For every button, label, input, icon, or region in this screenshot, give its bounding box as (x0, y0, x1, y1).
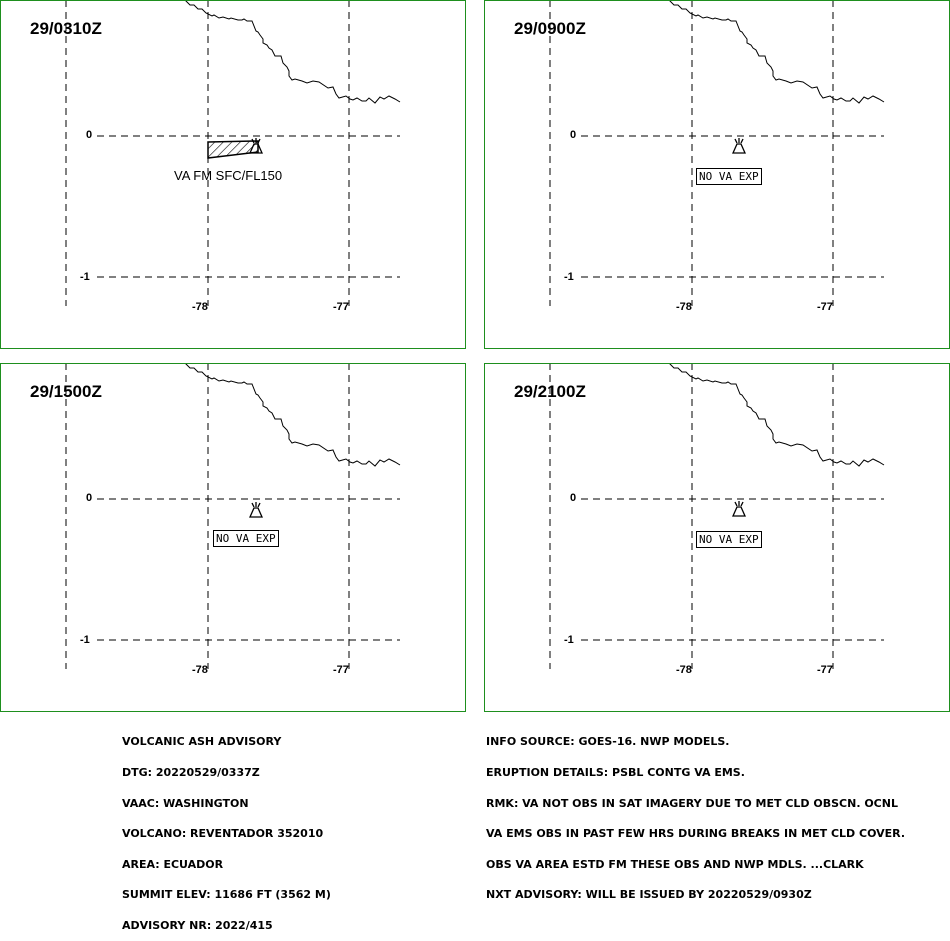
map-panel-3 (65, 363, 401, 669)
lon-label-77: -77 (817, 664, 833, 676)
lat-label-minus1: -1 (80, 634, 90, 646)
ash-cloud-label: VA FM SFC/FL150 (174, 168, 283, 183)
lat-label-minus1: -1 (80, 271, 90, 283)
panel-time-label: 29/2100Z (514, 382, 586, 401)
lon-label-77: -77 (333, 664, 349, 676)
coastline (668, 0, 885, 104)
forecast-panel-4: 29/2100Z 0 -1 -78 -77 NO VA EXP (484, 363, 950, 712)
advisory-line: AREA: ECUADOR (122, 857, 224, 871)
lat-label-minus1: -1 (564, 634, 574, 646)
ash-cloud-area (207, 140, 259, 159)
panel-time-label: 29/0310Z (30, 19, 102, 38)
lon-label-78: -78 (192, 301, 208, 313)
advisory-line: VOLCANIC ASH ADVISORY (122, 735, 282, 749)
map-panel-4 (549, 363, 885, 669)
lat-label-0: 0 (570, 492, 577, 504)
forecast-panel-3: 29/1500Z 0 -1 -78 -77 NO VA EXP (0, 363, 466, 712)
lon-label-78: -78 (192, 664, 208, 676)
lat-label-0: 0 (86, 492, 93, 504)
forecast-panel-1: 29/0310Z 0 -1 -78 -77 VA FM SFC/FL150 (0, 0, 466, 349)
no-va-expected-box: NO VA EXP (213, 530, 279, 547)
advisory-line: ERUPTION DETAILS: PSBL CONTG VA EMS. (486, 766, 745, 779)
coastline (184, 0, 401, 104)
panel-time-label: 29/0900Z (514, 19, 586, 38)
lat-label-minus1: -1 (564, 271, 574, 283)
coastline (184, 363, 401, 467)
advisory-line: INFO SOURCE: GOES-16. NWP MODELS. (486, 735, 730, 749)
lat-label-0: 0 (86, 129, 93, 141)
advisory-line: SUMMIT ELEV: 11686 FT (3562 M) (122, 888, 331, 902)
advisory-line: VOLCANO: REVENTADOR 352010 (122, 827, 324, 841)
lon-label-78: -78 (676, 301, 692, 313)
advisory-line: RMK: VA NOT OBS IN SAT IMAGERY DUE TO ME… (486, 796, 898, 810)
advisory-line: VAAC: WASHINGTON (122, 796, 249, 810)
advisory-line: NXT ADVISORY: WILL BE ISSUED BY 20220529… (486, 888, 812, 902)
advisory-header-text: VOLCANIC ASH ADVISORY DTG: 20220529/0337… (122, 717, 331, 941)
advisory-remarks-text: INFO SOURCE: GOES-16. NWP MODELS. ERUPTI… (486, 717, 905, 911)
coastline (668, 363, 885, 467)
lon-label-78: -78 (676, 664, 692, 676)
volcano-icon (731, 501, 747, 517)
advisory-line: DTG: 20220529/0337Z (122, 766, 260, 779)
panel-time-label: 29/1500Z (30, 382, 102, 401)
advisory-line: VA EMS OBS IN PAST FEW HRS DURING BREAKS… (486, 827, 905, 841)
no-va-expected-box: NO VA EXP (696, 168, 762, 185)
advisory-line: ADVISORY NR: 2022/415 (122, 918, 273, 932)
volcano-icon (731, 138, 747, 154)
advisory-line: OBS VA AREA ESTD FM THESE OBS AND NWP MD… (486, 857, 864, 871)
lon-label-77: -77 (817, 301, 833, 313)
map-panel-2 (549, 0, 885, 306)
volcano-icon (248, 502, 264, 518)
lon-label-77: -77 (333, 301, 349, 313)
forecast-panel-2: 29/0900Z 0 -1 -78 -77 NO VA EXP (484, 0, 950, 349)
no-va-expected-box: NO VA EXP (696, 531, 762, 548)
lat-label-0: 0 (570, 129, 577, 141)
map-panel-1 (65, 0, 401, 306)
